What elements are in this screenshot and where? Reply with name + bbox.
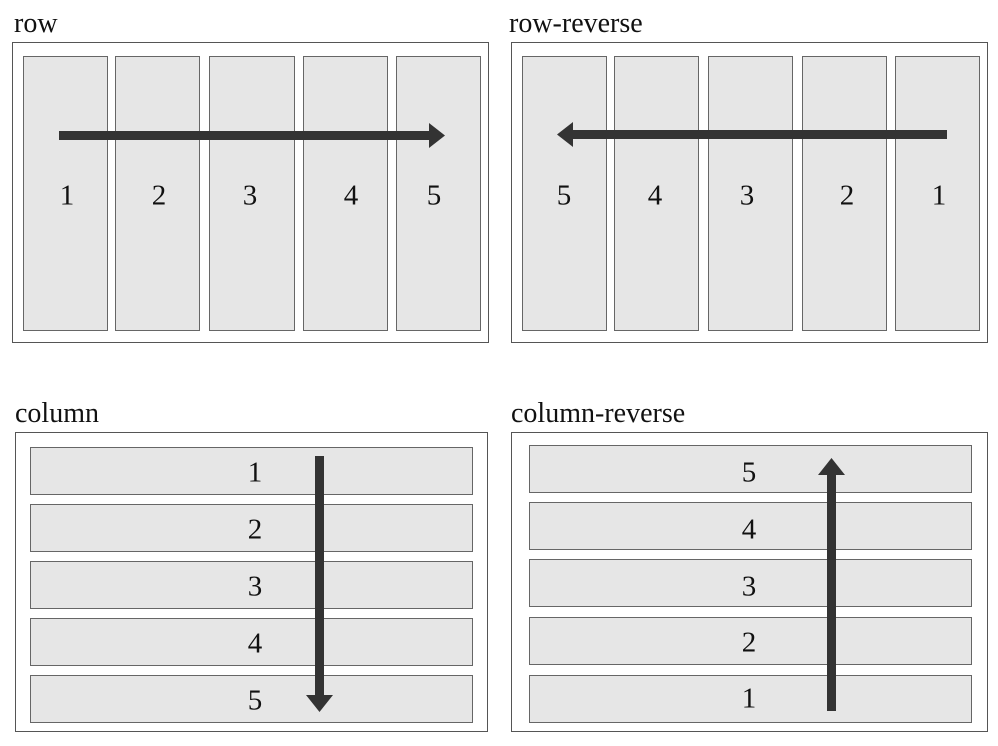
item-number: 1 <box>931 179 947 212</box>
item-number: 5 <box>556 179 572 212</box>
item-number: 4 <box>647 179 663 212</box>
item-number: 1 <box>741 682 757 715</box>
flex-item <box>115 56 200 331</box>
flex-item <box>614 56 699 331</box>
flex-item <box>708 56 793 331</box>
item-number: 3 <box>739 179 755 212</box>
flex-item <box>23 56 108 331</box>
item-number: 4 <box>343 179 359 212</box>
flex-item <box>522 56 607 331</box>
flex-item <box>30 675 473 723</box>
item-number: 5 <box>741 456 757 489</box>
item-number: 1 <box>59 179 75 212</box>
item-number: 3 <box>247 570 263 603</box>
panel-title-row-reverse: row-reverse <box>509 8 643 39</box>
flex-item <box>529 445 972 493</box>
item-number: 1 <box>247 456 263 489</box>
flex-item <box>529 675 972 723</box>
item-number: 5 <box>426 179 442 212</box>
item-number: 2 <box>247 513 263 546</box>
item-number: 3 <box>741 570 757 603</box>
flex-item <box>895 56 980 331</box>
panel-title-column: column <box>15 398 99 429</box>
flex-item <box>396 56 481 331</box>
panel-title-row: row <box>14 8 58 39</box>
item-number: 2 <box>151 179 167 212</box>
flex-item <box>30 447 473 495</box>
flex-item <box>30 561 473 609</box>
flex-item <box>303 56 388 331</box>
item-number: 4 <box>247 627 263 660</box>
flex-item <box>802 56 887 331</box>
flex-item <box>529 559 972 607</box>
flex-item <box>209 56 295 331</box>
item-number: 5 <box>247 684 263 717</box>
panel-column-reverse: 5 4 3 2 1 <box>511 432 988 732</box>
item-number: 3 <box>242 179 258 212</box>
panel-column: 1 2 3 4 5 <box>15 432 488 732</box>
flex-item <box>30 504 473 552</box>
flex-item <box>30 618 473 666</box>
item-number: 2 <box>839 179 855 212</box>
item-number: 2 <box>741 626 757 659</box>
flex-item <box>529 617 972 665</box>
panel-row-reverse: 5 4 3 2 1 <box>511 42 988 343</box>
panel-row: 1 2 3 4 5 <box>12 42 489 343</box>
panel-title-column-reverse: column-reverse <box>511 398 686 429</box>
item-number: 4 <box>741 513 757 546</box>
flex-item <box>529 502 972 550</box>
